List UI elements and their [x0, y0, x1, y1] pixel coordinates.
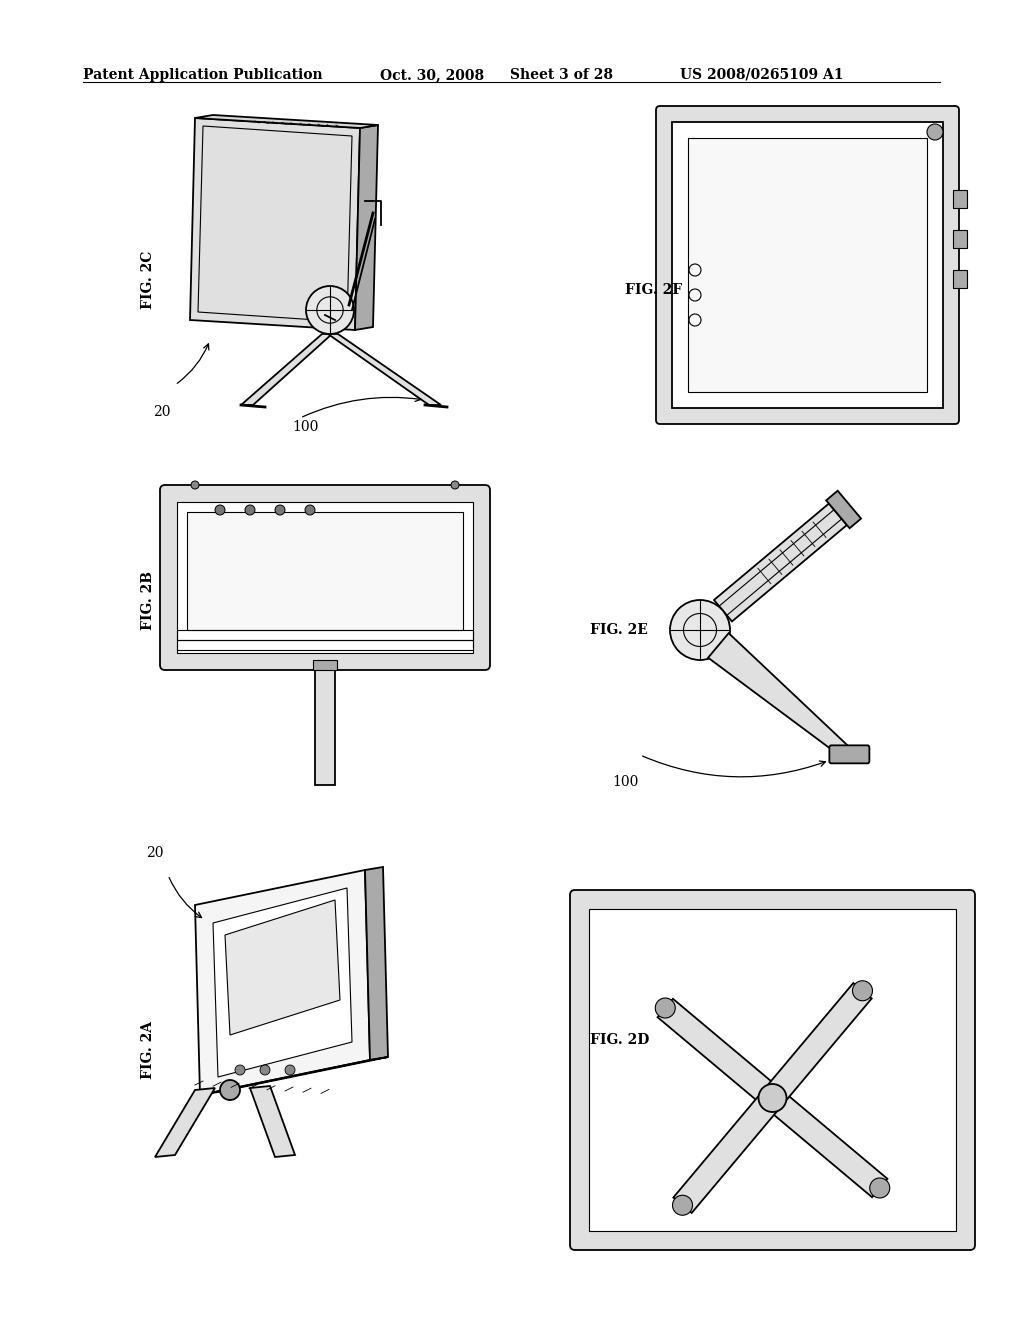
Polygon shape	[225, 900, 340, 1035]
Bar	[177, 630, 473, 640]
FancyBboxPatch shape	[829, 746, 869, 763]
Circle shape	[869, 1177, 890, 1199]
Circle shape	[234, 1065, 245, 1074]
Polygon shape	[241, 334, 332, 405]
Polygon shape	[709, 634, 853, 760]
FancyBboxPatch shape	[160, 484, 490, 671]
Polygon shape	[674, 983, 871, 1213]
Circle shape	[759, 1084, 786, 1111]
Circle shape	[285, 1065, 295, 1074]
Text: Sheet 3 of 28: Sheet 3 of 28	[510, 69, 613, 82]
Text: 20: 20	[146, 846, 164, 861]
Bar	[953, 230, 967, 248]
Text: FIG. 2D: FIG. 2D	[590, 1034, 649, 1047]
Circle shape	[927, 124, 943, 140]
Polygon shape	[250, 1086, 295, 1158]
Bar	[589, 909, 956, 1232]
Circle shape	[220, 1080, 240, 1100]
Bar	[953, 271, 967, 288]
Circle shape	[275, 506, 285, 515]
Bar	[315, 665, 335, 785]
Text: 100: 100	[611, 775, 638, 789]
Circle shape	[245, 506, 255, 515]
Polygon shape	[155, 1088, 215, 1158]
Polygon shape	[190, 117, 360, 330]
Polygon shape	[714, 503, 847, 622]
Bar	[672, 121, 943, 408]
Bar	[187, 512, 463, 630]
Polygon shape	[826, 491, 861, 528]
Circle shape	[853, 981, 872, 1001]
Polygon shape	[355, 125, 378, 330]
Bar	[177, 640, 473, 649]
Text: FIG. 2E: FIG. 2E	[590, 623, 648, 638]
Circle shape	[759, 1084, 786, 1111]
Text: FIG. 2B: FIG. 2B	[141, 570, 155, 630]
Text: FIG. 2A: FIG. 2A	[141, 1020, 155, 1078]
Text: US 2008/0265109 A1: US 2008/0265109 A1	[680, 69, 844, 82]
Text: 100: 100	[292, 420, 318, 434]
Text: FIG. 2F: FIG. 2F	[625, 282, 682, 297]
Circle shape	[215, 506, 225, 515]
Circle shape	[670, 601, 730, 660]
Polygon shape	[195, 870, 370, 1096]
Bar	[953, 190, 967, 209]
Bar	[177, 502, 473, 653]
Circle shape	[191, 480, 199, 488]
Circle shape	[260, 1065, 270, 1074]
Circle shape	[673, 1195, 692, 1216]
FancyBboxPatch shape	[656, 106, 959, 424]
Polygon shape	[365, 867, 388, 1060]
Text: 20: 20	[154, 405, 171, 418]
Circle shape	[451, 480, 459, 488]
Bar	[313, 660, 337, 671]
FancyBboxPatch shape	[570, 890, 975, 1250]
Polygon shape	[657, 999, 888, 1197]
Circle shape	[655, 998, 675, 1018]
Circle shape	[305, 506, 315, 515]
Text: Patent Application Publication: Patent Application Publication	[83, 69, 323, 82]
Polygon shape	[328, 334, 441, 405]
Bar	[688, 139, 927, 392]
Text: Oct. 30, 2008: Oct. 30, 2008	[380, 69, 484, 82]
Polygon shape	[200, 1057, 388, 1096]
Polygon shape	[213, 888, 352, 1077]
Circle shape	[306, 286, 354, 334]
Text: FIG. 2C: FIG. 2C	[141, 251, 155, 309]
Polygon shape	[195, 115, 378, 128]
